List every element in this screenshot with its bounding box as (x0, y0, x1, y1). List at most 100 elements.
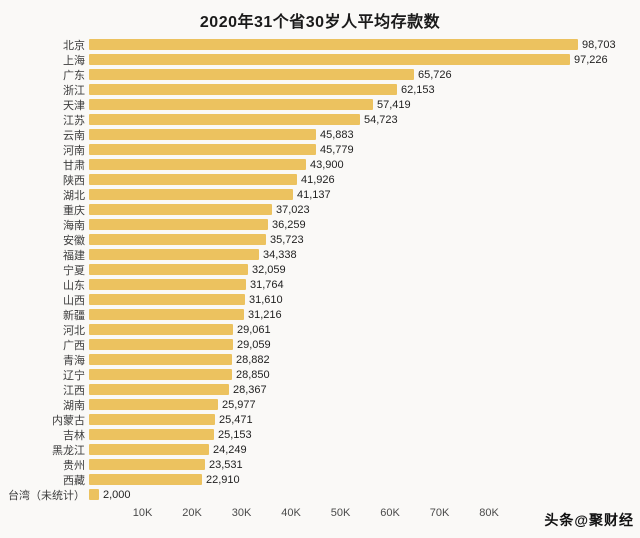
bar (89, 354, 232, 365)
bar (89, 219, 268, 230)
value-label: 31,764 (250, 278, 284, 291)
chart-title: 2020年31个省30岁人平均存款数 (199, 14, 441, 31)
category-label: 新疆 (63, 309, 85, 322)
category-label: 内蒙古 (52, 414, 85, 427)
category-label: 福建 (63, 249, 85, 262)
category-label: 西藏 (63, 474, 85, 487)
value-label: 37,023 (276, 203, 310, 216)
value-label: 98,703 (582, 38, 616, 51)
value-label: 65,726 (418, 68, 452, 81)
bar-row: 云南 45,883 (0, 127, 640, 142)
bar-row: 安徽 35,723 (0, 232, 640, 247)
category-label: 安徽 (63, 234, 85, 247)
x-axis: 10K 20K 30K 40K 50K 60K 70K 80K (0, 505, 640, 525)
bar-row: 陕西 41,926 (0, 172, 640, 187)
category-label: 江西 (63, 384, 85, 397)
category-label: 广东 (63, 69, 85, 82)
category-label: 湖南 (63, 399, 85, 412)
bar (89, 114, 360, 125)
value-label: 31,216 (248, 308, 282, 321)
x-tick-label: 80K (479, 507, 499, 519)
bar (89, 414, 215, 425)
category-label: 北京 (63, 39, 85, 52)
value-label: 97,226 (574, 53, 608, 66)
value-label: 22,910 (206, 473, 240, 486)
bar (89, 279, 246, 290)
bar-row: 河北 29,061 (0, 322, 640, 337)
value-label: 57,419 (377, 98, 411, 111)
value-label: 35,723 (270, 233, 304, 246)
x-tick-label: 60K (380, 507, 400, 519)
x-tick-label: 50K (330, 507, 351, 519)
bar (89, 324, 233, 335)
bar-chart: 北京 98,703 上海 97,226 广东 65,726 浙江 62,153 天津 57,419… (0, 37, 640, 502)
bar-row: 河南 45,779 (0, 142, 640, 157)
category-label: 山西 (63, 294, 85, 307)
category-label: 宁夏 (63, 264, 85, 277)
bar-row: 福建 34,338 (0, 247, 640, 262)
bar-row: 海南 36,259 (0, 217, 640, 232)
category-label: 上海 (63, 54, 85, 67)
bar (89, 69, 414, 80)
category-label: 浙江 (63, 84, 85, 97)
bar-row: 西藏 22,910 (0, 472, 640, 487)
bar-row: 湖南 25,977 (0, 397, 640, 412)
value-label: 23,531 (209, 458, 243, 471)
bar (89, 39, 578, 50)
category-label: 台湾（未统计） (8, 489, 85, 502)
x-tick-label: 70K (429, 507, 450, 519)
category-label: 山东 (63, 279, 85, 292)
x-tick-label: 30K (231, 507, 252, 519)
bar (89, 159, 306, 170)
value-label: 25,471 (219, 413, 253, 426)
x-tick-label: 10K (132, 507, 153, 519)
value-label: 34,338 (263, 248, 297, 261)
value-label: 32,059 (252, 263, 286, 276)
category-label: 河北 (63, 324, 85, 337)
bar (89, 84, 397, 95)
bar (89, 459, 205, 470)
value-label: 25,153 (218, 428, 252, 441)
value-label: 54,723 (364, 113, 398, 126)
value-label: 62,153 (401, 83, 435, 96)
value-label: 25,977 (222, 398, 256, 411)
bar-row: 重庆 37,023 (0, 202, 640, 217)
bar-row: 江西 28,367 (0, 382, 640, 397)
category-label: 海南 (63, 219, 85, 232)
bar-row: 山东 31,764 (0, 277, 640, 292)
value-label: 36,259 (272, 218, 306, 231)
value-label: 28,367 (233, 383, 267, 396)
bar-row: 辽宁 28,850 (0, 367, 640, 382)
bar-row: 黑龙江 24,249 (0, 442, 640, 457)
bar-row: 甘肃 43,900 (0, 157, 640, 172)
value-label: 28,882 (236, 353, 270, 366)
category-label: 甘肃 (63, 159, 85, 172)
bar-row: 天津 57,419 (0, 97, 640, 112)
bar-row: 台湾（未统计） 2,000 (0, 487, 640, 502)
bar-row: 青海 28,882 (0, 352, 640, 367)
bar (89, 129, 316, 140)
bar (89, 234, 266, 245)
watermark-text: 头条@聚财经 (544, 512, 634, 528)
bar-row: 吉林 25,153 (0, 427, 640, 442)
bar (89, 309, 244, 320)
bar (89, 249, 259, 260)
category-label: 天津 (63, 99, 85, 112)
category-label: 辽宁 (63, 369, 85, 382)
value-label: 28,850 (236, 368, 270, 381)
bar (89, 474, 202, 485)
bar (89, 339, 233, 350)
value-label: 31,610 (249, 293, 283, 306)
bar-row: 贵州 23,531 (0, 457, 640, 472)
bar-row: 浙江 62,153 (0, 82, 640, 97)
bar (89, 99, 373, 110)
bar-row: 北京 98,703 (0, 37, 640, 52)
category-label: 贵州 (63, 459, 85, 472)
category-label: 江苏 (63, 114, 85, 127)
bar (89, 384, 229, 395)
bar (89, 444, 209, 455)
bar-row: 湖北 41,137 (0, 187, 640, 202)
bar (89, 54, 570, 65)
x-tick-label: 20K (182, 507, 202, 519)
bar-row: 广东 65,726 (0, 67, 640, 82)
